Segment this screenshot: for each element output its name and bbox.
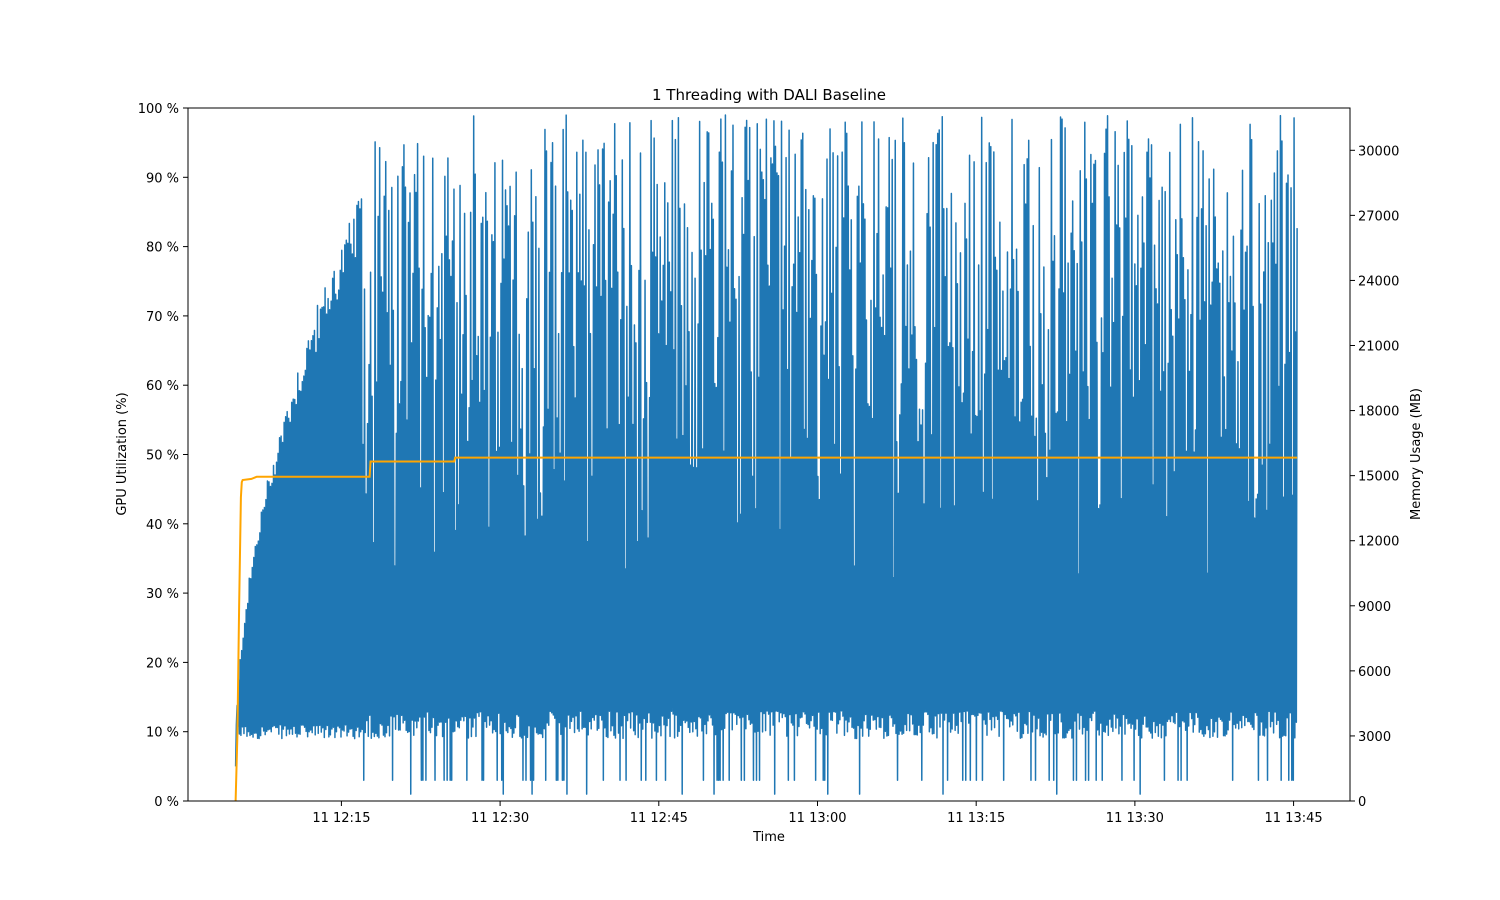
y-right-tick-label: 21000 xyxy=(1358,340,1399,355)
y-right-tick-label: 9000 xyxy=(1358,600,1391,615)
y-right-tick-label: 6000 xyxy=(1358,665,1391,680)
y-right-tick-label: 0 xyxy=(1358,795,1366,810)
x-axis: 11 12:15 11 12:30 11 12:45 11 13:00 11 13:15… xyxy=(312,801,1323,826)
x-tick-label: 11 13:30 xyxy=(1106,811,1164,826)
y-right-tick-label: 24000 xyxy=(1358,274,1399,289)
y-left-tick-label: 50 % xyxy=(146,449,179,464)
x-tick-label: 11 13:00 xyxy=(788,811,846,826)
y-left-tick-label: 80 % xyxy=(146,241,179,256)
y-right-tick-label: 12000 xyxy=(1358,535,1399,550)
y-left-tick-label: 90 % xyxy=(146,171,179,186)
y-left-tick-label: 30 % xyxy=(146,587,179,602)
y-right-tick-label: 15000 xyxy=(1358,470,1399,485)
y-right-tick-label: 18000 xyxy=(1358,405,1399,420)
y-axis-right-label: Memory Usage (MB) xyxy=(1409,388,1424,520)
memory-usage-line xyxy=(234,456,1298,802)
y-axis-left-label: GPU Utilization (%) xyxy=(115,392,130,515)
gpu-utilization-line xyxy=(234,114,1298,795)
y-right-tick-label: 30000 xyxy=(1358,144,1399,159)
y-left-tick-label: 60 % xyxy=(146,379,179,394)
y-left-tick-label: 40 % xyxy=(146,518,179,533)
y-left-tick-label: 70 % xyxy=(146,310,179,325)
x-tick-label: 11 12:45 xyxy=(630,811,688,826)
y-left-tick-label: 0 % xyxy=(154,795,179,810)
chart-title: 1 Threading with DALI Baseline xyxy=(652,86,886,104)
x-tick-label: 11 12:30 xyxy=(471,811,529,826)
x-tick-label: 11 12:15 xyxy=(312,811,370,826)
y-left-tick-label: 100 % xyxy=(138,102,179,117)
series-layer xyxy=(234,114,1298,802)
right-axis: 0 3000 6000 9000 12000 15000 18000 21000 24000 27… xyxy=(1350,144,1399,810)
left-axis: 0 % 10 % 20 % 30 % 40 % 50 % 60 % 70 % 80 % 90 % 1… xyxy=(138,102,188,810)
x-tick-label: 11 13:15 xyxy=(947,811,1005,826)
y-left-tick-label: 10 % xyxy=(146,726,179,741)
y-right-tick-label: 27000 xyxy=(1358,209,1399,224)
y-right-tick-label: 3000 xyxy=(1358,730,1391,745)
x-axis-label: Time xyxy=(752,830,785,845)
x-tick-label: 11 13:45 xyxy=(1265,811,1323,826)
y-left-tick-label: 20 % xyxy=(146,656,179,671)
